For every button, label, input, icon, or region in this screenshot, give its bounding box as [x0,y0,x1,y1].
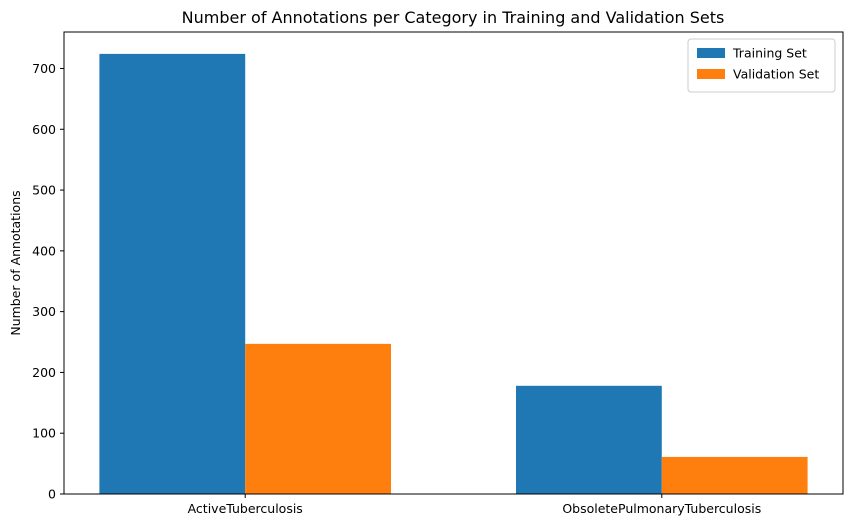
y-tick-label: 100 [32,426,56,441]
y-tick-label: 500 [32,183,56,198]
y-tick-label: 0 [48,487,56,502]
x-tick-label: ObsoletePulmonaryTuberculosis [562,501,761,516]
bars-layer [99,53,808,494]
y-tick-label: 200 [32,365,56,380]
x-axis: ActiveTuberculosis ObsoletePulmonaryTuber… [188,494,761,516]
y-tick-label: 300 [32,304,56,319]
bar-validation-1 [661,456,808,494]
legend-swatch-validation [697,69,725,79]
y-tick-label: 600 [32,122,56,137]
y-axis: 0 100 200 300 400 500 600 700 [32,61,64,502]
plot-frame [63,31,844,495]
y-tick-label: 400 [32,243,56,258]
legend: Training Set Validation Set [687,38,836,93]
bar-validation-0 [245,343,392,494]
bar-training-1 [515,385,662,494]
legend-swatch-training [697,48,725,58]
bar-training-0 [99,53,246,494]
chart-title: Number of Annotations per Category in Tr… [182,8,725,27]
x-tick-label: ActiveTuberculosis [188,501,303,516]
legend-label-validation: Validation Set [733,67,819,82]
legend-label-training: Training Set [732,46,807,61]
y-axis-label: Number of Annotations [8,190,23,335]
y-tick-label: 700 [32,61,56,76]
